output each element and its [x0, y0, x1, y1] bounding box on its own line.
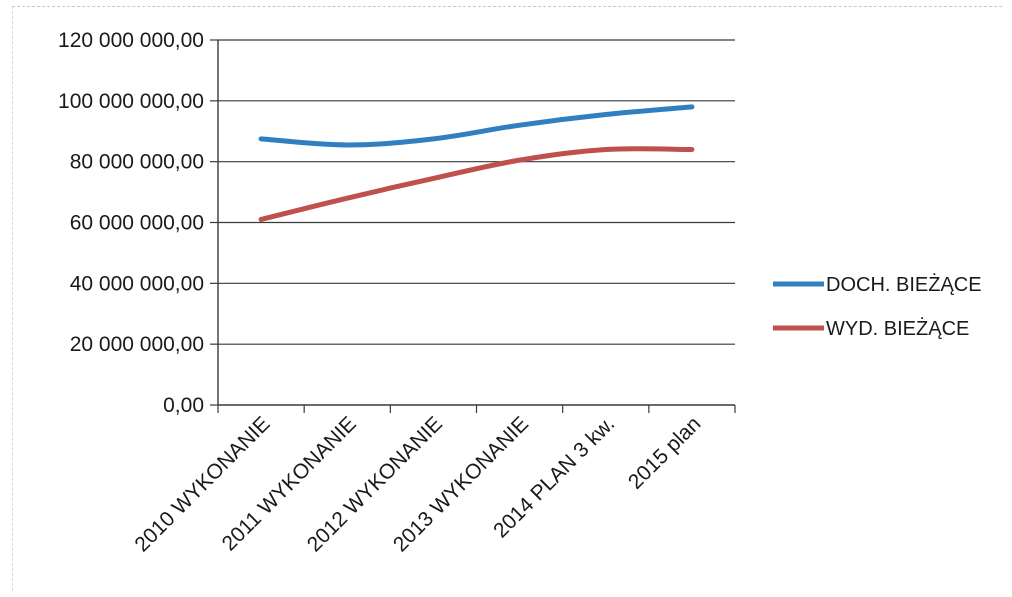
- y-tick-label: 80 000 000,00: [70, 151, 204, 174]
- legend-item: DOCH. BIEŻĄCE: [773, 273, 982, 296]
- series-line: [258, 146, 695, 222]
- y-tick-label: 40 000 000,00: [70, 272, 204, 295]
- y-tick-label: 0,00: [163, 394, 204, 417]
- gridlines: [218, 39, 735, 345]
- y-tick-label: 120 000 000,00: [58, 29, 204, 52]
- y-tick-label: 20 000 000,00: [70, 333, 204, 356]
- chart-frame: [12, 6, 1002, 591]
- axes: [210, 39, 736, 413]
- legend-label: DOCH. BIEŻĄCE: [826, 273, 982, 296]
- y-tick-label: 60 000 000,00: [70, 212, 204, 235]
- y-tick-labels: 0,00 20 000 000,00 40 000 000,00 60 000 000…: [58, 29, 204, 417]
- series-lines: [258, 104, 695, 222]
- x-tick-label: 2015 plan: [624, 412, 706, 494]
- legend-item: WYD. BIEŻĄCE: [773, 317, 969, 340]
- y-tick-label: 100 000 000,00: [58, 90, 204, 113]
- series-line: [258, 104, 695, 148]
- legend: DOCH. BIEŻĄCE WYD. BIEŻĄCE: [773, 273, 982, 340]
- legend-label: WYD. BIEŻĄCE: [826, 317, 969, 340]
